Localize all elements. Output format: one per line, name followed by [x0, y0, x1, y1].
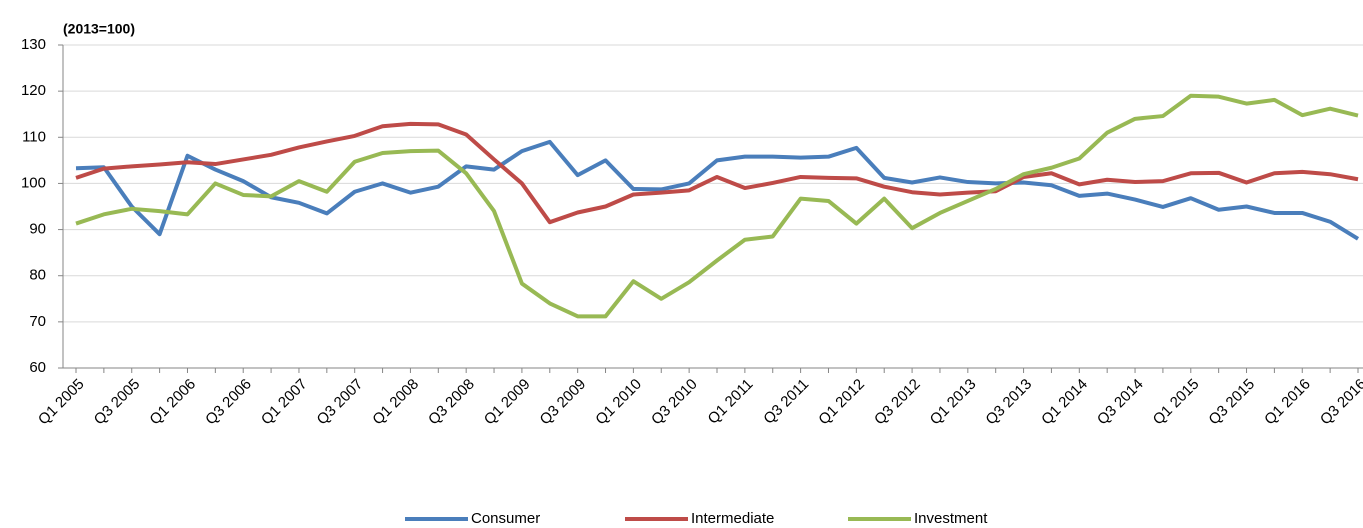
x-tick-label: Q3 2006: [202, 376, 255, 429]
x-tick-label: Q3 2014: [1094, 376, 1147, 429]
x-tick-label: Q3 2016: [1317, 376, 1363, 429]
x-tick-label: Q3 2007: [314, 376, 367, 429]
series-line: [75, 93, 1359, 319]
x-tick-label: Q3 2008: [425, 376, 478, 429]
y-tick-label: 110: [22, 128, 46, 145]
y-tick-label: 90: [29, 221, 46, 238]
x-tick-label: Q1 2010: [592, 376, 645, 429]
legend-label: Investment: [914, 510, 988, 527]
x-tick-label: Q1 2012: [815, 376, 868, 429]
x-tick-label: Q3 2012: [871, 376, 924, 429]
x-tick-label: Q1 2008: [369, 376, 422, 429]
y-tick-label: 120: [21, 82, 46, 99]
y-tick-label: 130: [21, 36, 46, 53]
series-line: [75, 139, 1360, 241]
x-tick-label: Q1 2016: [1261, 376, 1314, 429]
x-tick-label: Q3 2011: [760, 376, 812, 428]
x-tick-label: Q3 2009: [537, 376, 590, 429]
x-tick-label: Q3 2015: [1205, 376, 1258, 429]
chart-title: (2013=100): [63, 21, 135, 37]
x-tick-label: Q1 2014: [1038, 376, 1091, 429]
y-tick-label: 80: [29, 267, 46, 284]
x-tick-label: Q3 2005: [91, 376, 144, 429]
legend-label: Consumer: [471, 510, 540, 527]
x-tick-label: Q1 2006: [146, 376, 199, 429]
x-tick-label: Q1 2007: [258, 376, 311, 429]
x-tick-label: Q1 2015: [1150, 376, 1203, 429]
series-line: [75, 121, 1359, 225]
x-tick-label: Q1 2005: [35, 376, 88, 429]
x-tick-label: Q1 2009: [481, 376, 534, 429]
y-tick-label: 60: [29, 359, 46, 376]
x-tick-label: Q3 2013: [982, 376, 1035, 429]
x-tick-label: Q1 2013: [927, 376, 980, 429]
y-tick-label: 70: [29, 313, 46, 330]
x-tick-label: Q3 2010: [648, 376, 701, 429]
y-tick-label: 100: [21, 174, 46, 191]
legend-label: Intermediate: [691, 510, 774, 527]
x-tick-label: Q1 2011: [705, 376, 757, 428]
